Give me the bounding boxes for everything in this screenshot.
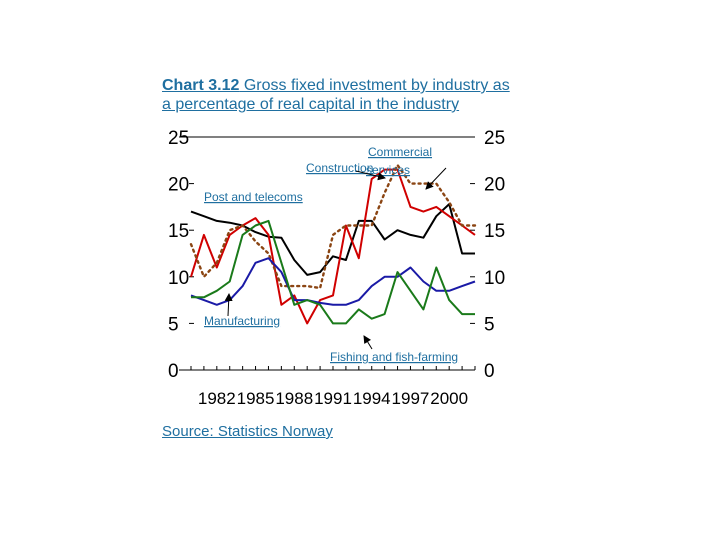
y-tick-label-left: 15	[168, 221, 189, 242]
chart-title-bold: Chart 3.12	[162, 77, 240, 94]
x-tick-label: 1991	[314, 389, 352, 408]
series-line-fishing-and-fish-farming	[191, 219, 475, 325]
y-tick-label-right: 5	[484, 314, 495, 335]
x-tick-label: 1988	[275, 389, 313, 408]
chart-title-rest: Gross fixed investment by industry as a …	[162, 77, 510, 113]
chart-title: Chart 3.12 Gross fixed investment by ind…	[162, 76, 512, 114]
y-tick-label-right: 10	[484, 268, 505, 289]
series-line-commercial-services	[190, 168, 476, 325]
y-tick-label-right: 25	[484, 128, 505, 149]
chart-axes: 0 0 5 5 10 10 15 15 20 20 25 25 1982 1985 1988 1991 1994…	[168, 128, 505, 408]
series-line-manufacturing	[190, 257, 476, 306]
y-tick-label-left: 0	[168, 361, 179, 382]
annotation-label-commercial-services: Commercial	[368, 145, 432, 159]
annotation-label-post-and-telecoms: Post and telecoms	[204, 190, 303, 204]
source-note: Source: Statistics Norway	[162, 423, 333, 440]
annotation-arrow	[363, 335, 373, 350]
y-tick-label-left: 10	[168, 268, 189, 289]
annotation-label-fishing-and-fish-farming: Fishing and fish-farming	[330, 350, 458, 364]
y-tick-label-left: 20	[168, 175, 189, 196]
y-tick-label-left: 5	[168, 314, 179, 335]
y-tick-label-right: 0	[484, 361, 495, 382]
x-tick-label: 1997	[392, 389, 430, 408]
x-tick-label: 1994	[353, 389, 391, 408]
y-tick-label-left: 25	[168, 128, 189, 149]
y-tick-label-right: 15	[484, 221, 505, 242]
annotation-label-commercial-services: services	[366, 163, 410, 177]
chart-series-layer	[189, 163, 477, 325]
y-tick-label-right: 20	[484, 175, 505, 196]
annotation-arrow	[355, 170, 386, 181]
annotation-arrow	[224, 293, 233, 317]
annotation-label-manufacturing: Manufacturing	[204, 314, 280, 328]
x-tick-label: 2000	[430, 389, 468, 408]
x-tick-label: 1985	[237, 389, 275, 408]
annotation-arrow	[425, 167, 447, 190]
series-line-post-and-telecoms	[190, 203, 475, 276]
x-tick-label: 1982	[198, 389, 236, 408]
